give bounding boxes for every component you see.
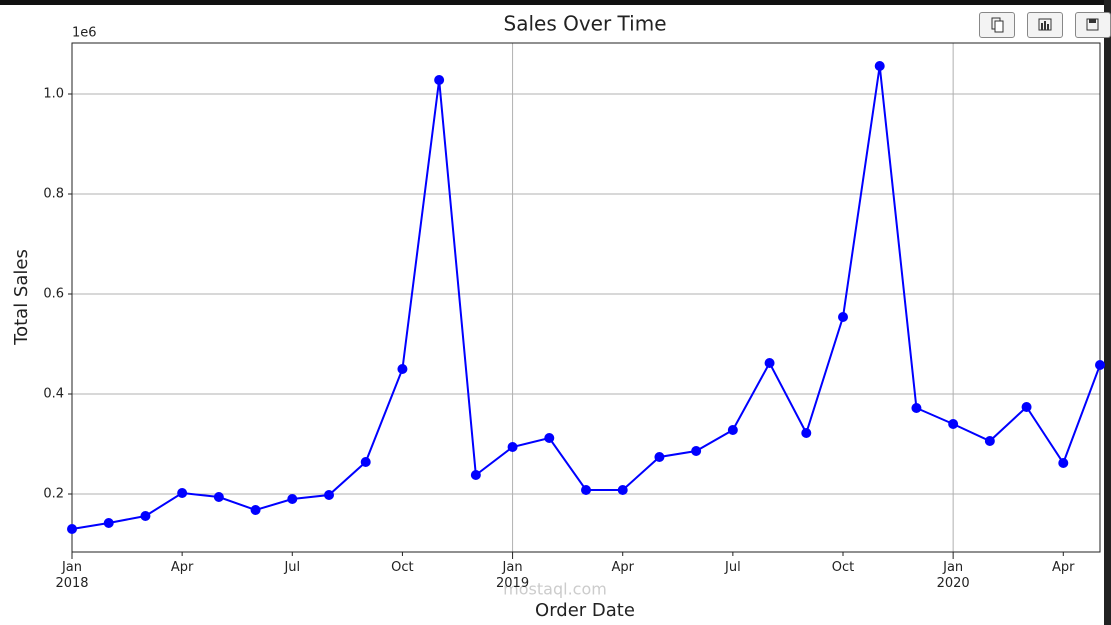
point xyxy=(287,494,298,504)
offset-label: 1e6 xyxy=(72,26,97,41)
point xyxy=(581,485,591,495)
right-strip xyxy=(1104,0,1111,625)
point xyxy=(177,488,188,498)
y-tick-label: 1.0 xyxy=(43,87,64,102)
point xyxy=(1021,402,1032,412)
point xyxy=(397,364,408,374)
copy-icon xyxy=(991,17,1004,33)
x-tick-label: Apr xyxy=(611,560,634,575)
save-button[interactable] xyxy=(1075,12,1111,38)
point xyxy=(948,419,959,429)
point xyxy=(103,518,114,528)
point xyxy=(213,492,224,502)
point xyxy=(67,524,77,534)
chart-title: Sales Over Time xyxy=(504,12,667,36)
point xyxy=(617,485,628,495)
point xyxy=(544,433,555,443)
y-tick-label: 0.8 xyxy=(43,187,64,202)
chart-button[interactable] xyxy=(1027,12,1063,38)
y-tick-label: 0.4 xyxy=(43,387,64,402)
point xyxy=(838,312,848,322)
watermark: mostaql.com xyxy=(503,580,607,599)
point xyxy=(250,505,261,515)
point xyxy=(911,403,922,413)
point xyxy=(434,75,445,85)
point xyxy=(507,442,518,452)
x-tick-label: Jan 2018 xyxy=(55,560,89,591)
save-icon xyxy=(1086,18,1099,31)
point xyxy=(360,457,371,467)
top-strip xyxy=(0,0,1111,5)
x-tick-label: Jul xyxy=(725,560,741,575)
chart-icon xyxy=(1038,18,1052,31)
x-tick-label: Oct xyxy=(831,560,855,575)
point xyxy=(984,436,995,446)
x-tick-label: Jan 2020 xyxy=(936,560,970,591)
x-axis-label: Order Date xyxy=(535,600,635,621)
x-tick-label: Apr xyxy=(170,560,194,575)
copy-button[interactable] xyxy=(979,12,1015,38)
x-tick-label: Apr xyxy=(1052,560,1075,575)
point xyxy=(764,358,775,368)
point xyxy=(874,61,885,71)
point xyxy=(1058,458,1069,468)
point xyxy=(801,428,812,438)
point xyxy=(1095,360,1105,370)
y-tick-label: 0.2 xyxy=(43,487,64,502)
x-tick-label: Oct xyxy=(391,560,414,575)
y-tick-label: 0.6 xyxy=(43,287,64,302)
line xyxy=(71,65,1101,530)
y-axis-label: Total Sales xyxy=(11,249,32,346)
point xyxy=(324,490,334,500)
point xyxy=(140,511,151,521)
point xyxy=(691,446,702,456)
point xyxy=(654,452,665,462)
point xyxy=(727,425,738,435)
plot-frame xyxy=(71,42,1101,553)
x-tick-label: Jul xyxy=(284,560,301,575)
point xyxy=(470,470,481,480)
x-tick-label: Jan 2019 xyxy=(496,560,530,591)
